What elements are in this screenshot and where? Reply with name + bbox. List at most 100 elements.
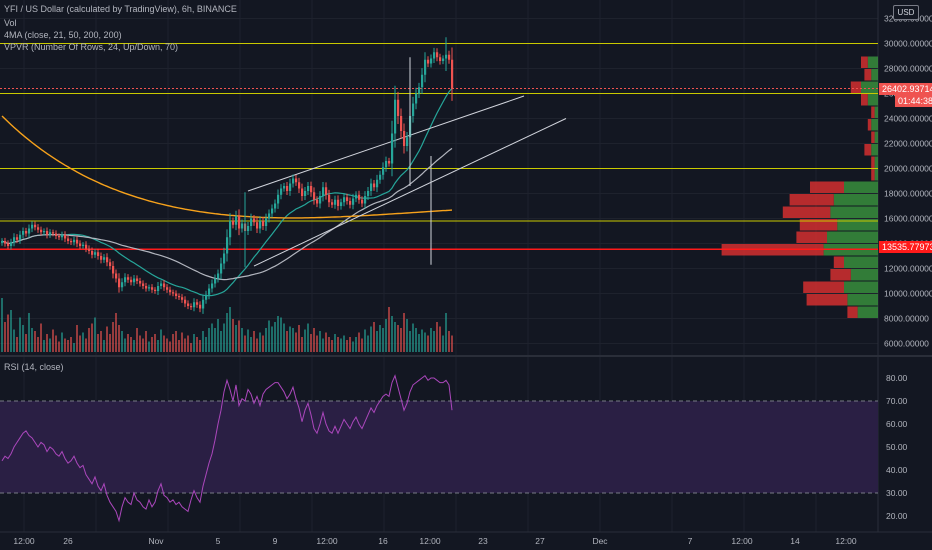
vpvr-up-bar — [871, 144, 878, 156]
candle-body — [202, 299, 205, 309]
candle-body — [19, 234, 22, 240]
vpvr-down-bar — [850, 81, 861, 93]
candle-body — [229, 221, 232, 238]
vpvr-down-bar — [806, 294, 848, 306]
vpvr-up-bar — [871, 119, 878, 131]
candle-body — [430, 58, 433, 64]
volume-bar — [49, 338, 51, 352]
candle-body — [241, 223, 244, 229]
volume-bar — [19, 317, 21, 352]
candle-body — [76, 239, 79, 244]
candle-body — [406, 137, 409, 146]
candle-body — [352, 198, 355, 205]
volume-bar — [415, 328, 417, 352]
candle-body — [346, 197, 349, 201]
candle-body — [13, 237, 16, 243]
candle-body — [232, 221, 235, 225]
candle-body — [109, 262, 112, 266]
candle-body — [451, 59, 454, 89]
volume-bar — [235, 325, 237, 352]
candle-body — [208, 288, 211, 295]
candle-body — [289, 183, 292, 191]
volume-bar — [439, 326, 441, 352]
price-tick-label: 18000.00000 — [884, 189, 932, 199]
candle-body — [250, 218, 253, 226]
volume-bar — [37, 337, 39, 352]
candle-body — [184, 299, 187, 304]
volume-bar — [334, 334, 336, 352]
vpvr-down-bar — [796, 231, 827, 243]
volume-legend[interactable]: Vol — [4, 18, 17, 28]
last-price-tag: 26402.93714 — [879, 83, 932, 95]
candle-body — [115, 273, 118, 279]
vpvr-up-bar — [871, 69, 878, 81]
time-tick-label: 27 — [535, 536, 545, 546]
vpvr-down-bar — [871, 106, 875, 118]
candle-body — [91, 251, 94, 255]
volume-bar — [187, 335, 189, 352]
volume-bar — [343, 335, 345, 352]
candle-body — [118, 278, 121, 288]
candle-body — [427, 59, 430, 64]
candle-body — [421, 74, 424, 88]
candle-body — [58, 236, 61, 238]
candle-body — [448, 54, 451, 60]
currency-button[interactable]: USD — [893, 5, 919, 20]
candle-body — [373, 183, 376, 188]
volume-bar — [424, 332, 426, 352]
volume-bar — [373, 322, 375, 352]
candle-body — [52, 232, 55, 234]
time-tick-label: 14 — [790, 536, 800, 546]
candle-body — [142, 283, 145, 286]
candle-body — [280, 188, 283, 195]
candle-body — [325, 187, 328, 195]
volume-bar — [94, 317, 96, 352]
volume-bar — [64, 338, 66, 352]
volume-bar — [121, 331, 123, 352]
volume-bar — [367, 335, 369, 352]
candle-body — [163, 283, 166, 288]
symbol-legend[interactable]: YFI / US Dollar (calculated by TradingVi… — [4, 4, 237, 14]
volume-bar — [406, 319, 408, 352]
volume-bar — [34, 331, 36, 352]
volume-bar — [130, 337, 132, 352]
candle-body — [88, 248, 91, 251]
vpvr-legend[interactable]: VPVR (Number Of Rows, 24, Up/Down, 70) — [4, 42, 179, 52]
volume-bar — [61, 332, 63, 352]
candle-body — [442, 58, 445, 61]
candle-body — [160, 283, 163, 286]
rsi-legend[interactable]: RSI (14, close) — [4, 362, 64, 372]
volume-bar — [409, 331, 411, 352]
vpvr-up-bar — [837, 219, 878, 231]
volume-bar — [55, 335, 57, 352]
candle-body — [268, 213, 271, 219]
volume-bar — [271, 326, 273, 352]
volume-bar — [442, 335, 444, 352]
volume-bar — [445, 313, 447, 352]
volume-bar — [226, 313, 228, 352]
candle-body — [139, 281, 142, 284]
trend-upper-line — [247, 95, 525, 192]
candle-body — [100, 256, 103, 260]
volume-bar — [277, 316, 279, 352]
candle-body — [187, 303, 190, 306]
candle-body — [418, 87, 421, 94]
candle-body — [112, 266, 115, 274]
ma-legend[interactable]: 4MA (close, 21, 50, 200, 200) — [4, 30, 122, 40]
candle-body — [73, 239, 76, 243]
volume-bar — [388, 307, 390, 352]
time-tick-label: 12:00 — [419, 536, 441, 546]
candle-body — [70, 241, 73, 243]
price-tick-label: 30000.00000 — [884, 39, 932, 49]
candle-body — [7, 243, 10, 246]
candle-body — [28, 228, 31, 234]
candle-body — [67, 238, 70, 241]
candle-body — [214, 278, 217, 284]
volume-bar — [232, 319, 234, 352]
price-tick-label: 20000.00000 — [884, 164, 932, 174]
volume-bar — [418, 334, 420, 352]
candle-body — [397, 99, 400, 116]
candle-body — [103, 257, 106, 260]
candle-body — [277, 194, 280, 204]
